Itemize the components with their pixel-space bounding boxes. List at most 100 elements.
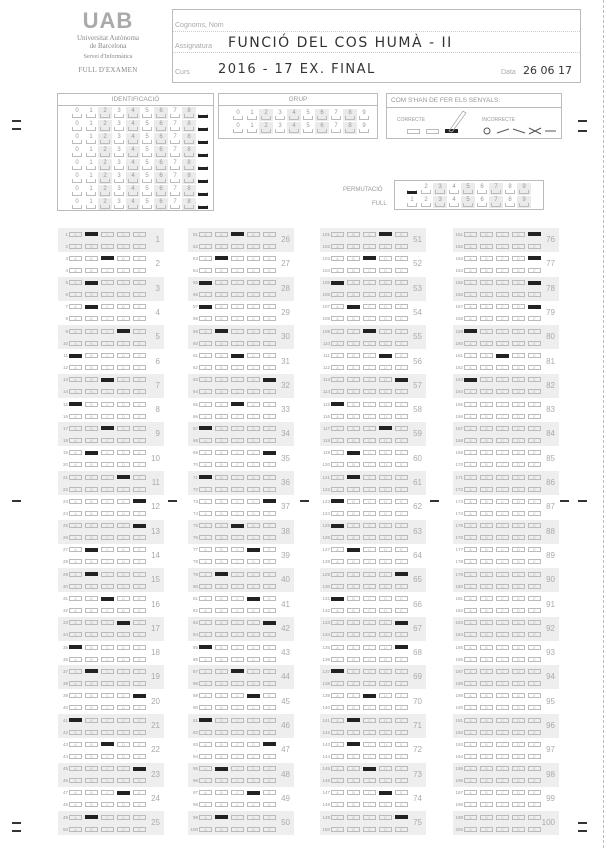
option-bubble-b[interactable]: B: [85, 437, 98, 443]
option-bubble-c[interactable]: C: [101, 802, 114, 808]
option-bubble-c[interactable]: C: [231, 462, 244, 468]
option-bubble-e[interactable]: E: [528, 571, 541, 577]
option-bubble-a[interactable]: A: [331, 425, 344, 431]
option-bubble-c[interactable]: [101, 596, 114, 601]
option-bubble-b[interactable]: B: [480, 462, 493, 468]
option-bubble-e[interactable]: E: [263, 693, 276, 699]
option-bubble-c[interactable]: C: [363, 437, 376, 443]
option-bubble-a[interactable]: A: [464, 474, 477, 480]
option-bubble-d[interactable]: D: [512, 231, 525, 237]
option-bubble-b[interactable]: B: [347, 705, 360, 711]
digit-bubble[interactable]: 2: [98, 106, 112, 119]
option-bubble-e[interactable]: E: [395, 450, 408, 456]
option-bubble-b[interactable]: B: [480, 705, 493, 711]
option-bubble-e[interactable]: [528, 304, 541, 309]
option-bubble-a[interactable]: A: [199, 778, 212, 784]
option-bubble-b[interactable]: B: [85, 340, 98, 346]
option-bubble-e[interactable]: E: [263, 596, 276, 601]
option-bubble-e[interactable]: E: [395, 231, 408, 237]
option-bubble-b[interactable]: B: [85, 535, 98, 541]
option-bubble-b[interactable]: B: [347, 498, 360, 504]
option-bubble-a[interactable]: [69, 718, 82, 722]
option-bubble-c[interactable]: C: [496, 340, 509, 346]
option-bubble-a[interactable]: A: [331, 778, 344, 784]
option-bubble-c[interactable]: C: [496, 644, 509, 650]
option-bubble-d[interactable]: D: [379, 474, 392, 480]
option-bubble-d[interactable]: D: [379, 401, 392, 407]
digit-bubble[interactable]: 5: [140, 198, 154, 210]
option-bubble-d[interactable]: D: [247, 462, 260, 468]
digit-bubble[interactable]: 4: [126, 132, 140, 145]
option-bubble-e[interactable]: E: [528, 340, 541, 346]
option-bubble-c[interactable]: [101, 426, 114, 431]
option-bubble-c[interactable]: C: [496, 741, 509, 747]
option-bubble-b[interactable]: B: [347, 644, 360, 650]
option-bubble-b[interactable]: B: [347, 559, 360, 565]
option-bubble-a[interactable]: A: [331, 559, 344, 565]
option-bubble-a[interactable]: A: [69, 693, 82, 699]
option-bubble-c[interactable]: C: [496, 596, 509, 601]
option-bubble-a[interactable]: [199, 645, 212, 650]
option-bubble-c[interactable]: C: [231, 510, 244, 516]
option-bubble-a[interactable]: A: [199, 741, 212, 747]
option-bubble-c[interactable]: C: [231, 729, 244, 735]
option-bubble-d[interactable]: D: [379, 510, 392, 516]
option-bubble-e[interactable]: E: [528, 377, 541, 383]
option-bubble-b[interactable]: [347, 742, 360, 747]
option-bubble-d[interactable]: D: [247, 826, 260, 832]
option-bubble-c[interactable]: C: [363, 523, 376, 529]
option-bubble-d[interactable]: D: [117, 729, 130, 735]
option-bubble-e[interactable]: E: [133, 474, 146, 480]
option-bubble-a[interactable]: A: [69, 389, 82, 395]
option-bubble-a[interactable]: A: [331, 802, 344, 808]
option-bubble-d[interactable]: D: [247, 498, 260, 504]
option-bubble-d[interactable]: D: [379, 413, 392, 419]
option-bubble-a[interactable]: A: [69, 766, 82, 772]
option-bubble-d[interactable]: D: [379, 596, 392, 601]
option-bubble-e[interactable]: E: [133, 717, 146, 723]
option-bubble-b[interactable]: B: [215, 389, 228, 395]
option-bubble-a[interactable]: A: [331, 547, 344, 553]
option-bubble-c[interactable]: C: [363, 231, 376, 237]
option-bubble-b[interactable]: B: [85, 826, 98, 832]
option-bubble-c[interactable]: C: [363, 571, 376, 577]
option-bubble-e[interactable]: E: [263, 353, 276, 358]
option-bubble-b[interactable]: B: [480, 267, 493, 273]
option-bubble-a[interactable]: A: [464, 231, 477, 237]
option-bubble-b[interactable]: B: [215, 559, 228, 565]
option-bubble-a[interactable]: A: [199, 486, 212, 492]
option-bubble-e[interactable]: E: [528, 353, 541, 358]
option-bubble-e[interactable]: E: [395, 474, 408, 480]
option-bubble-d[interactable]: D: [512, 292, 525, 298]
digit-bubble[interactable]: 8: [343, 108, 357, 121]
option-bubble-e[interactable]: E: [528, 243, 541, 249]
option-bubble-a[interactable]: A: [331, 450, 344, 456]
digit-bubble[interactable]: 1: [84, 159, 98, 171]
option-bubble-d[interactable]: D: [247, 437, 260, 443]
option-bubble-a[interactable]: A: [464, 717, 477, 723]
option-bubble-c[interactable]: C: [101, 680, 114, 686]
option-bubble-b[interactable]: B: [480, 498, 493, 504]
option-bubble-a[interactable]: A: [69, 814, 82, 820]
option-bubble-c[interactable]: C: [231, 644, 244, 650]
option-bubble-a[interactable]: A: [69, 474, 82, 480]
option-bubble-e[interactable]: E: [528, 316, 541, 322]
digit-bubble[interactable]: 1: [84, 107, 98, 119]
option-bubble-b[interactable]: B: [215, 608, 228, 613]
option-bubble-d[interactable]: [379, 426, 392, 431]
digit-bubble[interactable]: 6: [475, 196, 489, 208]
digit-bubble[interactable]: 8: [182, 184, 196, 197]
option-bubble-c[interactable]: C: [496, 462, 509, 468]
option-bubble-b[interactable]: B: [347, 583, 360, 589]
option-bubble-a[interactable]: A: [69, 583, 82, 589]
option-bubble-a[interactable]: A: [464, 243, 477, 249]
option-bubble-b[interactable]: B: [85, 377, 98, 383]
option-bubble-d[interactable]: D: [379, 462, 392, 468]
option-bubble-b[interactable]: B: [215, 437, 228, 443]
option-bubble-e[interactable]: E: [395, 462, 408, 468]
option-bubble-b[interactable]: B: [347, 353, 360, 358]
option-bubble-b[interactable]: B: [215, 620, 228, 626]
option-bubble-e[interactable]: E: [263, 717, 276, 723]
option-bubble-a[interactable]: A: [331, 413, 344, 419]
option-bubble-d[interactable]: D: [379, 280, 392, 286]
